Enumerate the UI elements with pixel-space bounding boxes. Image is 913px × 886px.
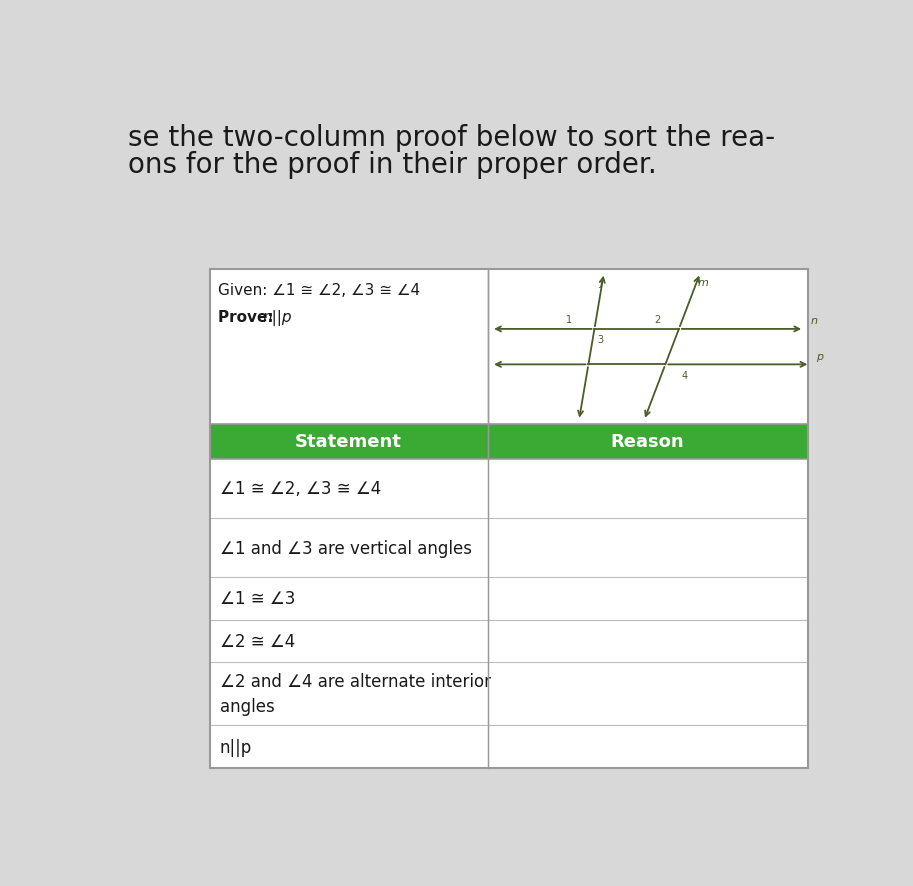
Text: 3: 3 [598, 335, 603, 345]
Text: p: p [816, 351, 824, 361]
Text: Given: ∠1 ≅ ∠2, ∠3 ≅ ∠4: Given: ∠1 ≅ ∠2, ∠3 ≅ ∠4 [218, 283, 420, 298]
Text: se the two-column proof below to sort the rea-: se the two-column proof below to sort th… [128, 123, 775, 152]
Text: 1: 1 [566, 315, 572, 324]
Text: n||p: n||p [262, 309, 291, 325]
Bar [210, 270, 808, 768]
Text: ∠1 ≅ ∠2, ∠3 ≅ ∠4: ∠1 ≅ ∠2, ∠3 ≅ ∠4 [219, 480, 381, 498]
Text: j: j [599, 278, 603, 288]
Text: ∠2 ≅ ∠4: ∠2 ≅ ∠4 [219, 633, 295, 650]
Text: 2: 2 [654, 315, 660, 324]
Bar [210, 424, 808, 459]
Bar [210, 270, 808, 768]
Text: ∠2 and ∠4 are alternate interior
angles: ∠2 and ∠4 are alternate interior angles [219, 672, 490, 716]
Text: Prove:: Prove: [218, 309, 279, 324]
Text: ∠1 and ∠3 are vertical angles: ∠1 and ∠3 are vertical angles [219, 539, 471, 557]
Text: n: n [810, 315, 817, 326]
Text: n||p: n||p [219, 738, 252, 756]
Text: m: m [698, 278, 708, 288]
Text: ons for the proof in their proper order.: ons for the proof in their proper order. [128, 151, 657, 179]
Text: Statement: Statement [295, 433, 402, 451]
Text: ∠1 ≅ ∠3: ∠1 ≅ ∠3 [219, 590, 295, 608]
Text: 4: 4 [681, 370, 687, 380]
Text: Reason: Reason [611, 433, 685, 451]
